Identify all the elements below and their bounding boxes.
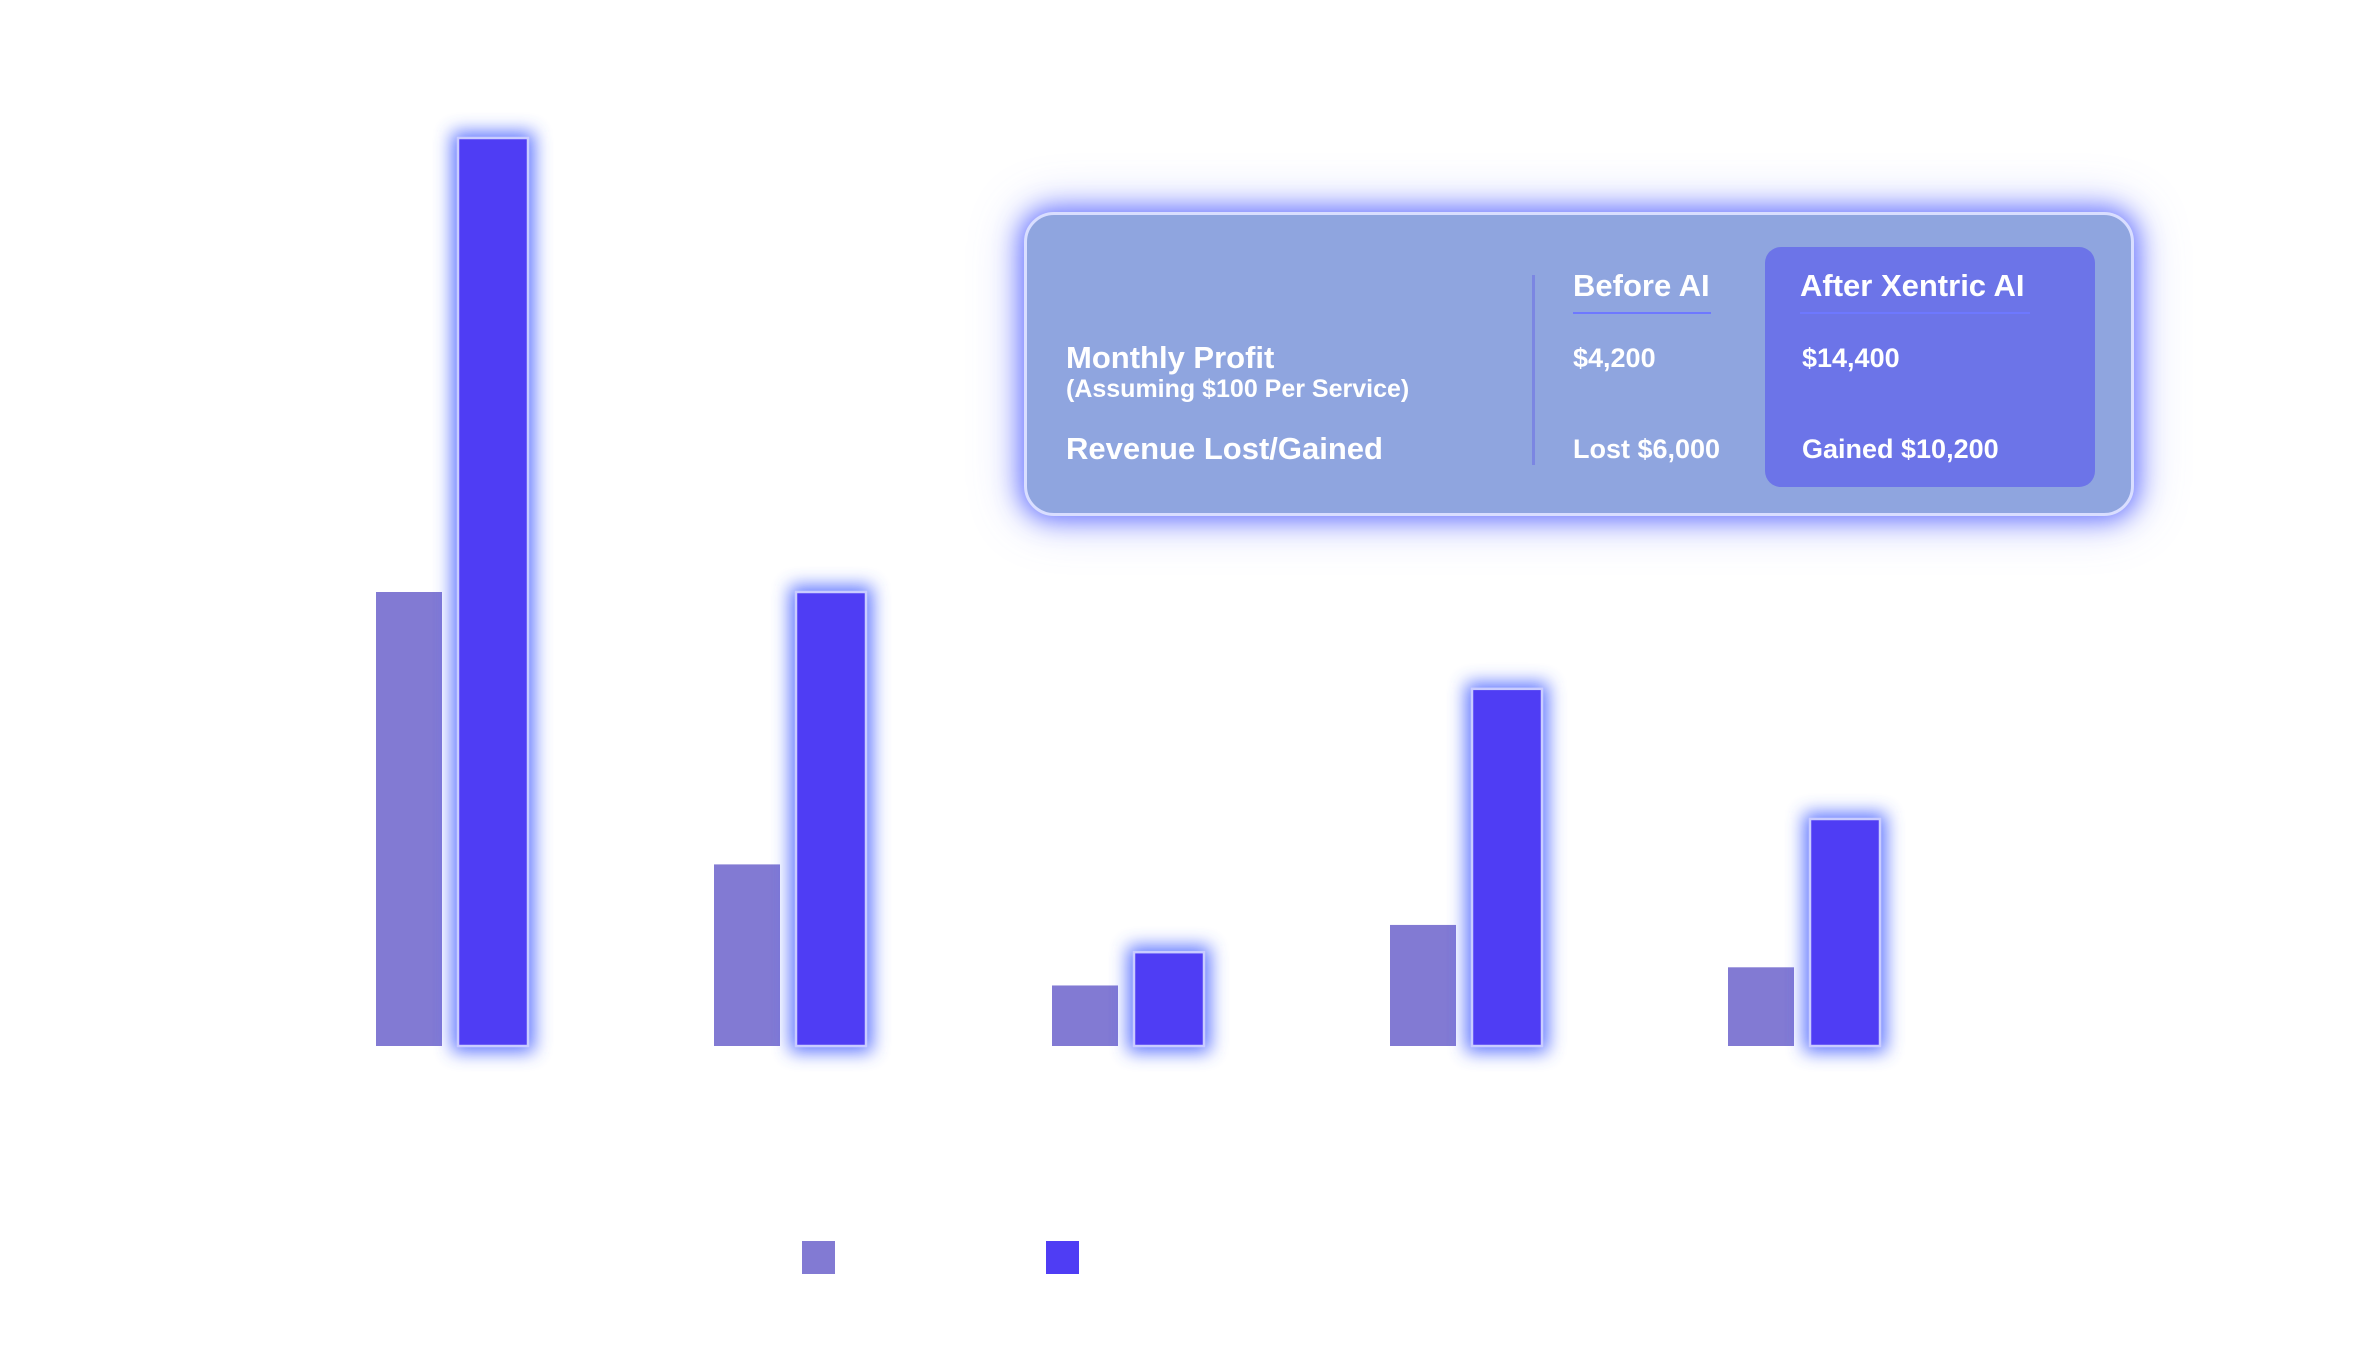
bar-before-3 — [1052, 985, 1118, 1046]
value-revenue-after: Gained $10,200 — [1802, 434, 1999, 464]
card-divider — [1532, 275, 1535, 465]
after-ai-panel — [1765, 247, 2095, 487]
comparison-card: Before AI After Xentric AI Monthly Profi… — [1024, 212, 2134, 516]
row-label-monthly-profit: Monthly Profit — [1066, 340, 1275, 375]
bar-before-1 — [376, 592, 442, 1046]
column-header-before: Before AI — [1573, 268, 1710, 303]
column-header-after: After Xentric AI — [1800, 268, 2025, 303]
legend-swatch-before — [802, 1241, 835, 1274]
bar-after-2 — [794, 590, 868, 1048]
bars-layer — [376, 132, 1886, 1052]
legend-label-before: Before AI — [846, 1243, 970, 1274]
legend-label-after: After Xentric AI — [1090, 1243, 1293, 1274]
bar-after-5 — [1808, 817, 1882, 1048]
column-underline-after — [1800, 312, 2030, 314]
bar-after-3 — [1132, 950, 1206, 1048]
bar-after-4 — [1470, 687, 1544, 1048]
row-label-revenue: Revenue Lost/Gained — [1066, 431, 1383, 466]
value-revenue-before: Lost $6,000 — [1573, 434, 1721, 464]
bar-before-2 — [714, 864, 780, 1046]
bar-after-1 — [456, 136, 530, 1048]
value-profit-after: $14,400 — [1802, 343, 1900, 373]
bar-before-5 — [1728, 967, 1794, 1046]
bar-before-4 — [1390, 924, 1456, 1046]
legend-swatch-after — [1046, 1241, 1079, 1274]
value-profit-before: $4,200 — [1573, 343, 1656, 373]
row-sublabel-monthly-profit: (Assuming $100 Per Service) — [1066, 375, 1410, 403]
column-underline-before — [1573, 312, 1711, 314]
